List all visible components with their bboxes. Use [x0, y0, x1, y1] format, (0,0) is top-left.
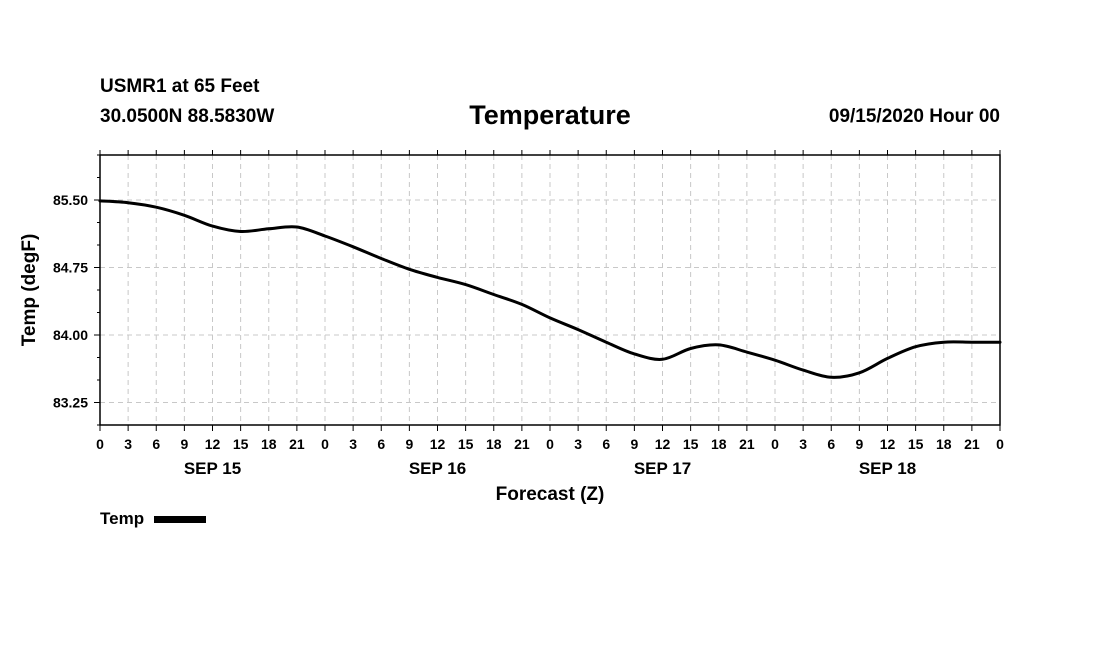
temp-data-point [436, 276, 439, 279]
legend-line-swatch [154, 515, 207, 523]
x-tick-label: 21 [739, 436, 755, 452]
temp-data-point [886, 357, 889, 360]
forecast-datetime: 09/15/2020 Hour 00 [828, 106, 1000, 127]
temp-data-point [689, 347, 692, 350]
temp-data-point [352, 245, 355, 248]
temp-data-point [211, 225, 214, 228]
temp-data-point [183, 214, 186, 217]
grid [100, 155, 1000, 425]
temp-data-point [549, 316, 552, 319]
station-coordinates: 30.0500N 88.5830W [100, 106, 275, 127]
temp-data-point [99, 199, 102, 202]
x-tick-label: 3 [124, 436, 132, 452]
x-axis-title: Forecast (Z) [496, 484, 605, 505]
day-label: SEP 16 [409, 459, 466, 478]
x-tick-label: 15 [233, 436, 249, 452]
x-tick-label: 9 [405, 436, 413, 452]
temp-data-point [492, 293, 495, 296]
temp-data-point [464, 283, 467, 286]
axis-labels: 0 3 6 9 12 15 18 21 0 3 6 9 12 15 18 21 0 3 6 9 12 15 18 21 0 3 6 9… [53, 192, 1004, 478]
x-tick-label: 0 [771, 436, 779, 452]
temp-data-point [127, 201, 130, 204]
temp-data-point [745, 351, 748, 354]
temp-data-point [239, 230, 242, 233]
temp-data-point [155, 206, 158, 209]
x-tick-label: 15 [908, 436, 924, 452]
x-tick-label: 6 [827, 436, 835, 452]
x-tick-label: 9 [180, 436, 188, 452]
x-tick-label: 12 [430, 436, 446, 452]
x-tick-label: 0 [96, 436, 104, 452]
temp-data-point [408, 268, 411, 271]
x-tick-label: 0 [321, 436, 329, 452]
x-tick-label: 18 [936, 436, 952, 452]
x-tick-label: 6 [152, 436, 160, 452]
temp-data-point [661, 358, 664, 361]
temp-data-point [774, 359, 777, 362]
x-tick-label: 0 [996, 436, 1004, 452]
temp-data-point [999, 341, 1002, 344]
x-tick-label: 21 [514, 436, 530, 452]
day-label: SEP 15 [184, 459, 241, 478]
y-tick-label: 84.75 [53, 260, 88, 276]
x-tick-label: 18 [486, 436, 502, 452]
temp-data-point [970, 341, 973, 344]
temp-data-point [830, 376, 833, 379]
legend: Temp [100, 509, 207, 529]
day-label: SEP 18 [859, 459, 916, 478]
axis-ticks [94, 150, 1001, 431]
temp-data-point [380, 257, 383, 260]
station-label: USMR1 at 65 Feet [100, 76, 260, 97]
y-tick-label: 85.50 [53, 192, 88, 208]
x-tick-label: 21 [964, 436, 980, 452]
temp-data-point [942, 341, 945, 344]
day-label: SEP 17 [634, 459, 691, 478]
temp-series-points [99, 199, 1002, 378]
x-tick-label: 3 [349, 436, 357, 452]
x-tick-label: 6 [602, 436, 610, 452]
temp-data-point [914, 345, 917, 348]
temp-data-point [520, 303, 523, 306]
temp-data-point [605, 341, 608, 344]
x-tick-label: 12 [880, 436, 896, 452]
temp-data-point [858, 371, 861, 374]
temp-data-point [633, 352, 636, 355]
x-tick-label: 3 [574, 436, 582, 452]
temp-data-point [295, 226, 298, 229]
temp-data-point [577, 328, 580, 331]
x-tick-label: 15 [458, 436, 474, 452]
y-axis-title: Temp (degF) [19, 234, 40, 347]
x-tick-label: 3 [799, 436, 807, 452]
legend-label: Temp [100, 509, 145, 528]
x-tick-label: 18 [261, 436, 277, 452]
temp-data-point [717, 343, 720, 346]
temp-data-point [802, 369, 805, 372]
x-tick-label: 6 [377, 436, 385, 452]
y-tick-label: 84.00 [53, 327, 88, 343]
x-tick-label: 18 [711, 436, 727, 452]
x-tick-label: 0 [546, 436, 554, 452]
y-tick-label: 83.25 [53, 395, 88, 411]
temp-series-line [98, 199, 1002, 379]
x-tick-label: 15 [683, 436, 699, 452]
x-tick-label: 9 [855, 436, 863, 452]
chart-title: Temperature [469, 100, 631, 130]
x-tick-label: 12 [655, 436, 671, 452]
x-tick-label: 9 [630, 436, 638, 452]
x-tick-label: 21 [289, 436, 305, 452]
temp-data-point [267, 227, 270, 230]
x-tick-label: 12 [205, 436, 221, 452]
temp-data-point [324, 235, 327, 238]
